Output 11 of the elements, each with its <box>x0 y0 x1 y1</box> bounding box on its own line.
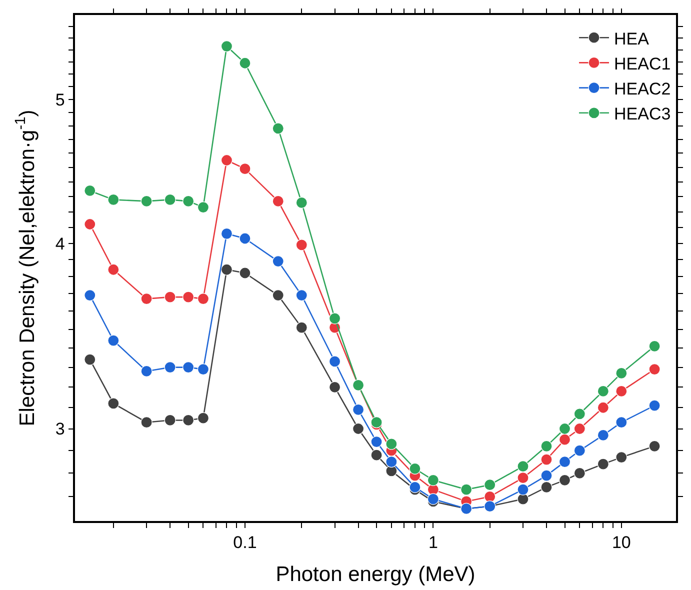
y-tick-label: 4 <box>55 234 65 254</box>
x-tick-label: 1 <box>428 533 438 552</box>
legend-label: HEA <box>614 29 650 48</box>
legend-label: HEAC1 <box>614 54 671 74</box>
x-tick-label: 10 <box>612 533 631 552</box>
x-tick-label: 0.1 <box>233 533 257 552</box>
legend-label: HEAC2 <box>614 79 671 98</box>
x-axis-title: Photon energy (MeV) <box>276 562 476 586</box>
legend-label: HEAC3 <box>614 104 671 124</box>
y-tick-label: 3 <box>55 420 65 439</box>
y-tick-label: 5 <box>55 90 65 110</box>
